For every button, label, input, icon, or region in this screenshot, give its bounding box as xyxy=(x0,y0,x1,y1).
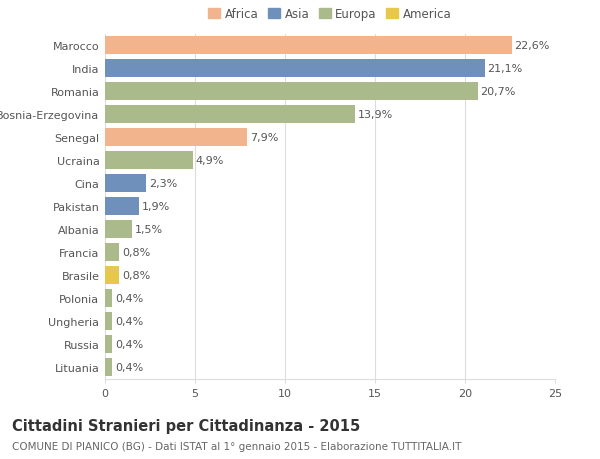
Text: 0,4%: 0,4% xyxy=(115,316,143,326)
Text: 0,4%: 0,4% xyxy=(115,293,143,303)
Text: 13,9%: 13,9% xyxy=(358,110,393,120)
Bar xyxy=(105,267,119,284)
Text: 0,4%: 0,4% xyxy=(115,339,143,349)
Text: Cittadini Stranieri per Cittadinanza - 2015: Cittadini Stranieri per Cittadinanza - 2… xyxy=(12,418,360,433)
Bar xyxy=(105,152,193,169)
Bar xyxy=(105,290,112,307)
Legend: Africa, Asia, Europa, America: Africa, Asia, Europa, America xyxy=(206,6,454,23)
Bar xyxy=(105,106,355,123)
Text: 0,8%: 0,8% xyxy=(122,270,151,280)
Bar xyxy=(105,83,478,101)
Bar xyxy=(105,358,112,376)
Text: 1,9%: 1,9% xyxy=(142,202,170,212)
Bar xyxy=(105,313,112,330)
Text: 2,3%: 2,3% xyxy=(149,179,178,189)
Bar xyxy=(105,37,512,55)
Bar xyxy=(105,221,132,238)
Bar xyxy=(105,198,139,215)
Bar xyxy=(105,244,119,261)
Bar xyxy=(105,129,247,146)
Text: 0,8%: 0,8% xyxy=(122,247,151,257)
Text: 0,4%: 0,4% xyxy=(115,362,143,372)
Text: 7,9%: 7,9% xyxy=(250,133,278,143)
Text: 21,1%: 21,1% xyxy=(487,64,523,74)
Bar xyxy=(105,175,146,192)
Text: 1,5%: 1,5% xyxy=(134,224,163,235)
Text: 20,7%: 20,7% xyxy=(480,87,515,97)
Text: COMUNE DI PIANICO (BG) - Dati ISTAT al 1° gennaio 2015 - Elaborazione TUTTITALIA: COMUNE DI PIANICO (BG) - Dati ISTAT al 1… xyxy=(12,441,461,451)
Bar xyxy=(105,60,485,78)
Text: 4,9%: 4,9% xyxy=(196,156,224,166)
Bar xyxy=(105,336,112,353)
Text: 22,6%: 22,6% xyxy=(515,41,550,51)
